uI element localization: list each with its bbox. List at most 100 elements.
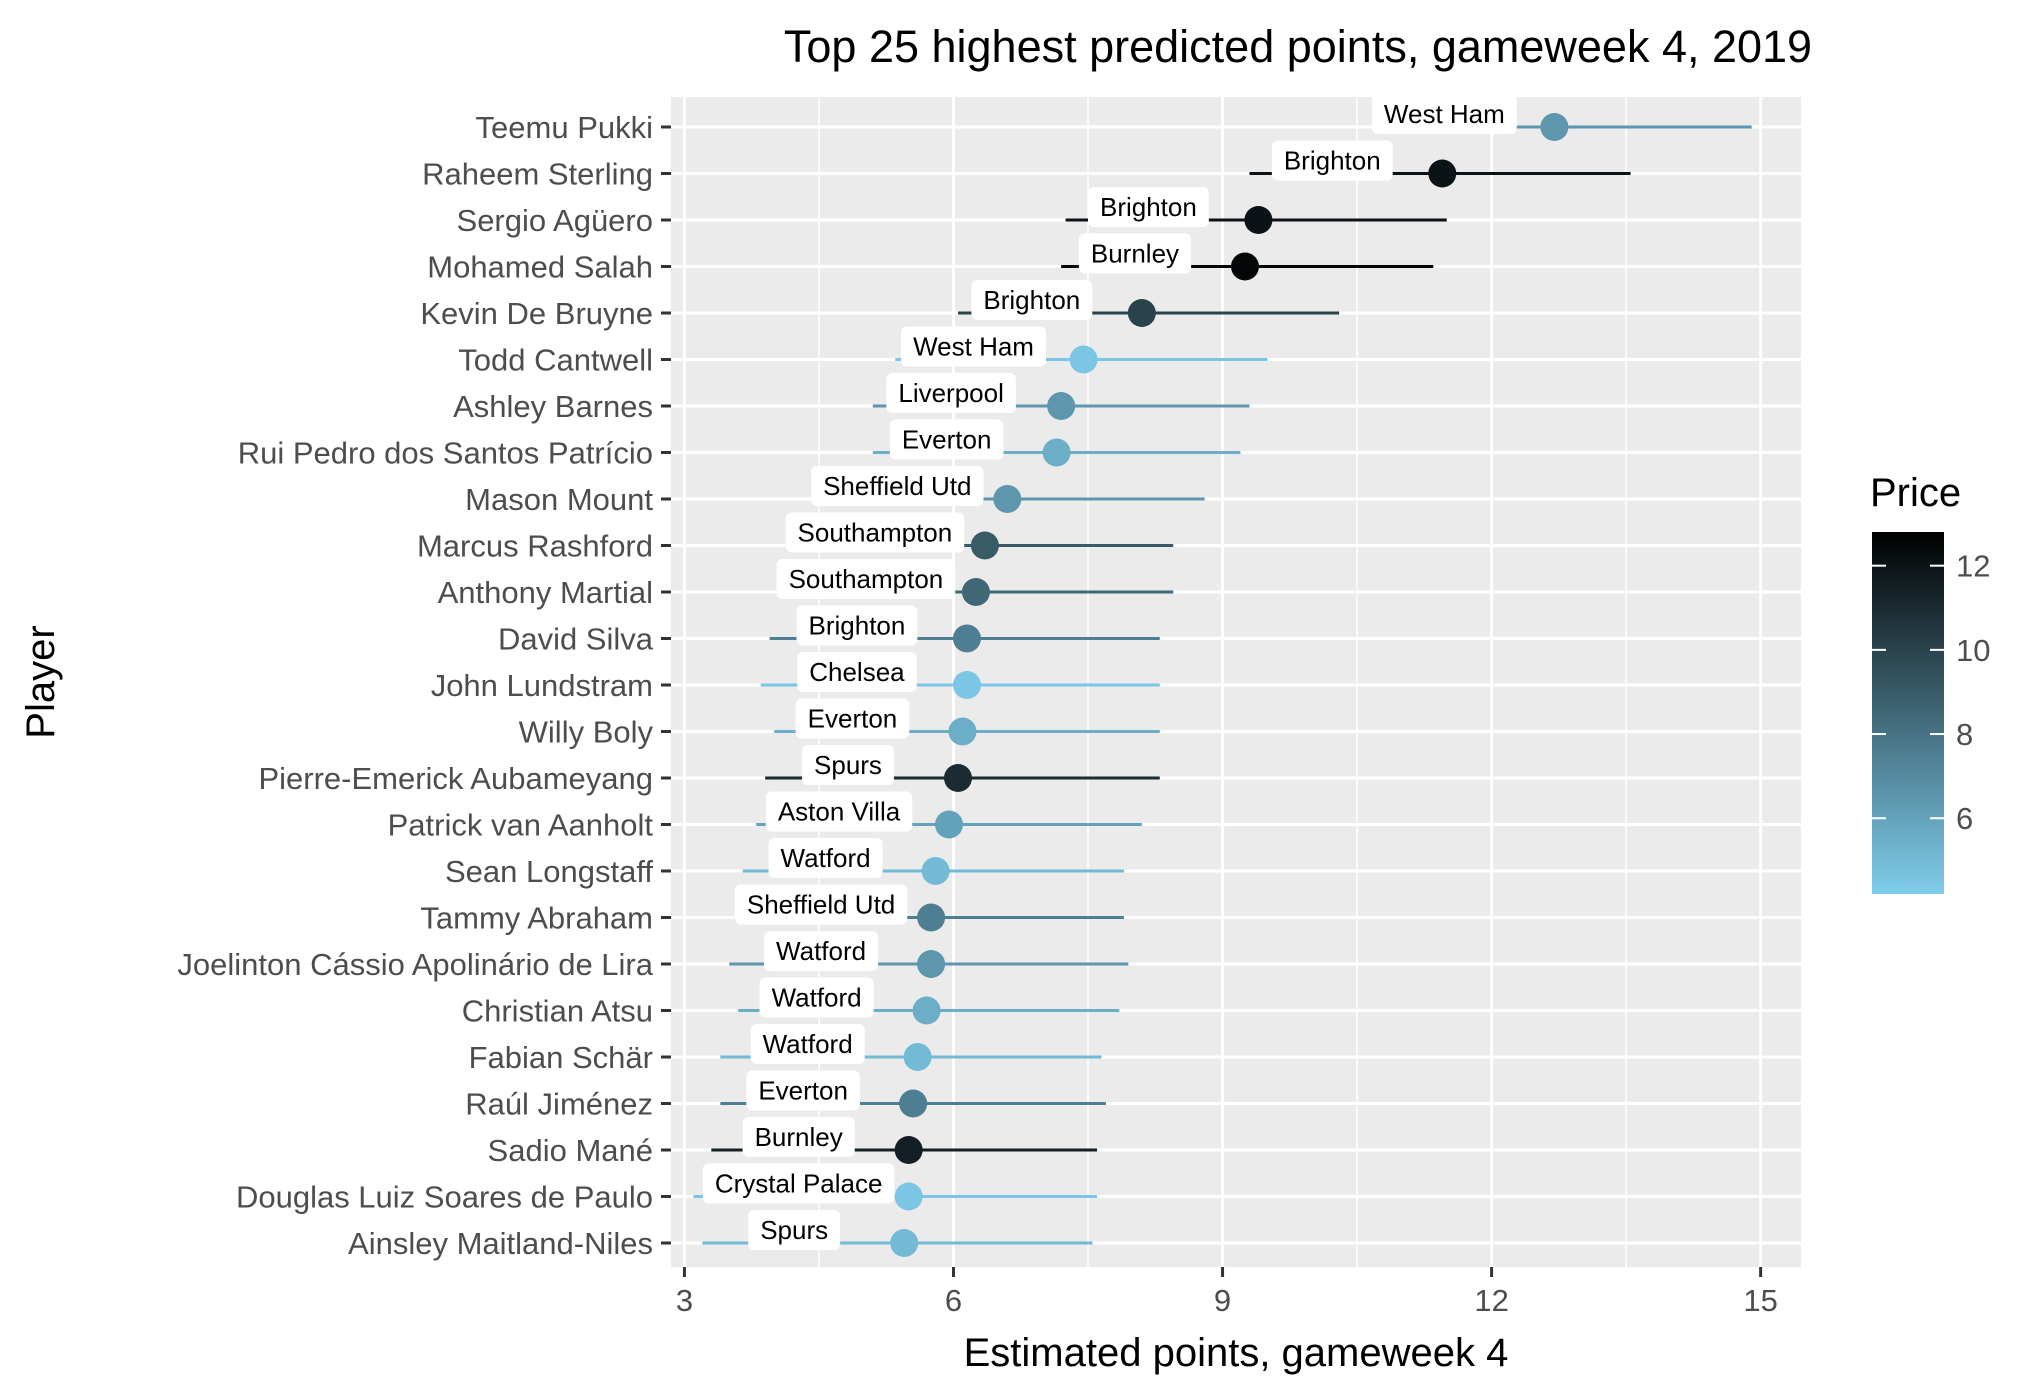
opponent-label-box bbox=[811, 466, 984, 506]
data-point bbox=[1244, 206, 1273, 234]
opponent-label-box bbox=[889, 419, 1004, 460]
x-tick-label: 3 bbox=[676, 1283, 693, 1318]
opponent-label: Everton bbox=[746, 1070, 860, 1111]
legend-tick-label: 8 bbox=[1956, 717, 1973, 752]
opponent-label-text: Everton bbox=[758, 1076, 848, 1106]
opponent-label: Everton bbox=[795, 698, 910, 739]
opponent-label-box bbox=[748, 1210, 841, 1250]
data-point bbox=[1042, 438, 1071, 467]
opponent-label-box bbox=[734, 884, 908, 925]
y-tick-label: Mohamed Salah bbox=[427, 250, 653, 285]
data-point bbox=[894, 1182, 923, 1211]
data-point bbox=[970, 531, 999, 560]
opponent-label: Brighton bbox=[1087, 187, 1209, 227]
opponent-label-text: Southampton bbox=[798, 518, 953, 548]
opponent-label-text: Crystal Palace bbox=[715, 1169, 883, 1199]
y-tick-label: Anthony Martial bbox=[438, 575, 653, 610]
y-axis: Teemu Pukki Raheem Sterling Sergio Agüero M… bbox=[177, 110, 671, 1261]
y-tick-label: Willy Boly bbox=[519, 715, 654, 750]
y-tick-label: Rui Pedro dos Santos Patrício bbox=[238, 436, 653, 471]
opponent-label: Burnley bbox=[742, 1117, 855, 1157]
opponent-label-text: Spurs bbox=[814, 750, 882, 780]
opponent-label: Aston Villa bbox=[765, 791, 913, 832]
opponent-label: Spurs bbox=[748, 1210, 841, 1250]
y-tick-label: Douglas Luiz Soares de Paulo bbox=[236, 1180, 653, 1215]
y-tick-label: Marcus Rashford bbox=[417, 529, 653, 564]
opponent-label-box bbox=[750, 1024, 865, 1064]
legend-title: Price bbox=[1870, 471, 1961, 515]
opponent-label-text: West Ham bbox=[1384, 99, 1505, 129]
y-tick-label: Pierre-Emerick Aubameyang bbox=[258, 761, 653, 796]
opponent-label: Brighton bbox=[796, 605, 918, 646]
opponent-label: Southampton bbox=[785, 512, 965, 553]
opponent-label-box bbox=[901, 326, 1046, 367]
opponent-label-box bbox=[802, 745, 894, 785]
opponent-label-text: Watford bbox=[776, 936, 866, 966]
opponent-label: Watford bbox=[759, 977, 874, 1018]
legend-ticks: 6 8 10 12 bbox=[1872, 549, 1990, 836]
data-point bbox=[899, 1089, 928, 1118]
legend-tick-label: 10 bbox=[1956, 633, 1990, 668]
opponent-label-box bbox=[796, 605, 918, 646]
opponent-label: Watford bbox=[764, 931, 879, 971]
x-tick-label: 15 bbox=[1743, 1283, 1777, 1318]
data-point bbox=[912, 996, 941, 1025]
legend-tick-label: 12 bbox=[1956, 549, 1990, 584]
y-tick-label: Sadio Mané bbox=[488, 1133, 653, 1168]
data-point bbox=[952, 671, 981, 699]
opponent-label-text: Chelsea bbox=[809, 657, 905, 687]
y-tick-label: Sergio Agüero bbox=[457, 203, 653, 238]
opponent-label: West Ham bbox=[1371, 94, 1517, 134]
opponent-label: Sheffield Utd bbox=[734, 884, 908, 925]
opponent-label-text: Burnley bbox=[755, 1122, 843, 1152]
opponent-label-text: Spurs bbox=[760, 1215, 828, 1245]
data-point bbox=[890, 1229, 919, 1257]
x-tick-label: 12 bbox=[1474, 1283, 1508, 1318]
opponent-label-text: Sheffield Utd bbox=[747, 890, 895, 920]
opponent-label-text: West Ham bbox=[913, 332, 1034, 362]
opponent-label-box bbox=[971, 280, 1093, 320]
data-point bbox=[1047, 392, 1076, 420]
opponent-label: Spurs bbox=[802, 745, 894, 785]
opponent-label-box bbox=[765, 791, 913, 832]
y-tick-label: David Silva bbox=[498, 622, 654, 657]
opponent-label: Brighton bbox=[971, 280, 1093, 320]
opponent-label-text: Aston Villa bbox=[778, 797, 901, 827]
opponent-label-text: Brighton bbox=[1100, 192, 1197, 222]
data-point bbox=[1428, 159, 1457, 188]
y-tick-label: Sean Longstaff bbox=[445, 854, 653, 889]
y-tick-label: Fabian Schär bbox=[469, 1040, 653, 1075]
opponent-label-text: Everton bbox=[808, 704, 898, 734]
y-tick-label: Todd Cantwell bbox=[458, 343, 653, 378]
opponent-label-box bbox=[746, 1070, 860, 1111]
opponent-label: Brighton bbox=[1271, 140, 1393, 181]
y-tick-label: Christian Atsu bbox=[462, 994, 653, 1029]
y-tick-label: Mason Mount bbox=[465, 482, 653, 517]
opponent-label-box bbox=[776, 559, 956, 599]
y-tick-label: John Lundstram bbox=[431, 668, 653, 703]
data-point bbox=[961, 578, 990, 606]
opponent-label-box bbox=[886, 373, 1016, 413]
opponent-label: West Ham bbox=[901, 326, 1046, 367]
opponent-label-text: Sheffield Utd bbox=[823, 471, 971, 501]
opponent-label-box bbox=[702, 1163, 895, 1204]
opponent-label-text: Liverpool bbox=[898, 378, 1004, 408]
opponent-label-box bbox=[742, 1117, 855, 1157]
opponent-label: Southampton bbox=[776, 559, 956, 599]
opponent-label-text: Brighton bbox=[809, 611, 906, 641]
chart-title: Top 25 highest predicted points, gamewee… bbox=[784, 21, 1812, 72]
opponent-label-text: Everton bbox=[902, 425, 992, 455]
opponent-label: Everton bbox=[889, 419, 1004, 460]
opponent-label-text: Southampton bbox=[789, 564, 944, 594]
data-point bbox=[952, 624, 981, 653]
opponent-label-box bbox=[1371, 94, 1517, 134]
opponent-label-box bbox=[1087, 187, 1209, 227]
opponent-label-text: Watford bbox=[772, 983, 862, 1013]
opponent-label: Liverpool bbox=[886, 373, 1016, 413]
x-axis: 3 6 9 12 15 bbox=[676, 1267, 1778, 1318]
y-axis-title: Player bbox=[19, 625, 63, 738]
legend-tick-label: 6 bbox=[1956, 801, 1973, 836]
opponent-label-box bbox=[764, 931, 879, 971]
opponent-label-box bbox=[785, 512, 965, 553]
data-point bbox=[943, 764, 972, 792]
